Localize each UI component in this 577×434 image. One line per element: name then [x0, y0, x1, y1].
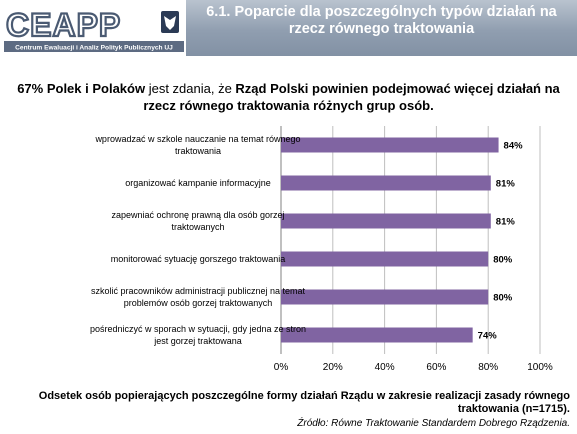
bar: [281, 289, 489, 305]
bar: [281, 213, 491, 229]
chart-caption: Odsetek osób popierających poszczególne …: [0, 390, 570, 416]
category-label: problemów osób gorzej traktowanych: [124, 298, 273, 308]
bar: [281, 175, 491, 191]
slide-title-line2: rzecz równego traktowania: [288, 21, 475, 37]
bar: [281, 327, 473, 343]
data-label: 81%: [496, 217, 516, 228]
x-tick-label: 20%: [323, 362, 343, 373]
category-label: jest gorzej traktowana: [153, 336, 242, 346]
bar-chart: 0% 20% 40% 60% 80% 100% 84% wprowadzać w szkole…: [90, 126, 553, 373]
category-label: szkolić pracowników administracji public…: [91, 286, 306, 296]
lead-part1: 67% Polek i Polaków: [17, 81, 146, 96]
lead-text: 67% Polek i Polaków jest zdania, że Rząd…: [0, 80, 577, 114]
x-tick-label: 40%: [375, 362, 395, 373]
x-tick-label: 100%: [527, 362, 553, 373]
category-label: traktowanych: [171, 222, 224, 232]
lead-line1: 67% Polek i Polaków jest zdania, że Rząd…: [0, 80, 577, 97]
caption-line1: Odsetek osób popierających poszczególne …: [38, 390, 570, 402]
category-label: zapewniać ochronę prawną dla osób gorzej: [111, 210, 284, 220]
lead-part3: Rząd Polski powinien podejmować więcej d…: [235, 81, 560, 96]
data-label: 84%: [504, 141, 524, 152]
data-label: 80%: [493, 293, 513, 304]
ceapp-logo: CEAPP Centrum Ewaluacji i Analiz Polityk…: [4, 6, 184, 52]
lead-part2: jest zdania, że: [145, 81, 236, 96]
bar: [281, 137, 499, 153]
category-label: organizować kampanie informacyjne: [125, 178, 271, 188]
data-label: 81%: [496, 179, 516, 190]
header: CEAPP Centrum Ewaluacji i Analiz Polityk…: [0, 0, 577, 56]
category-label: monitorować sytuację gorszego traktowani…: [111, 254, 286, 264]
title-band: 6.1. Poparcie dla poszczególnych typów d…: [186, 0, 577, 56]
data-label: 80%: [493, 255, 513, 266]
data-label: 74%: [478, 331, 498, 342]
source-note: Źródło: Równe Traktowanie Standardem Dob…: [297, 418, 570, 429]
bar: [281, 251, 489, 267]
x-tick-label: 80%: [478, 362, 498, 373]
x-tick-label: 60%: [426, 362, 446, 373]
slide-title: 6.1. Poparcie dla poszczególnych typów d…: [186, 4, 577, 38]
eagle-emblem-icon: [161, 11, 179, 33]
lead-line2: rzecz równego traktowania różnych grup o…: [143, 98, 434, 113]
category-label: wprowadzać w szkole nauczanie na temat r…: [94, 134, 300, 144]
logo-text: CEAPP: [6, 7, 121, 43]
category-label: traktowania: [175, 146, 221, 156]
x-tick-label: 0%: [274, 362, 289, 373]
logo-subtitle: Centrum Ewaluacji i Analiz Polityk Publi…: [15, 45, 173, 52]
category-label: pośredniczyć w sporach w sytuacji, gdy j…: [90, 324, 306, 334]
slide-title-line1: 6.1. Poparcie dla poszczególnych typów d…: [206, 4, 557, 20]
caption-line2: traktowania (n=1715).: [457, 403, 570, 415]
